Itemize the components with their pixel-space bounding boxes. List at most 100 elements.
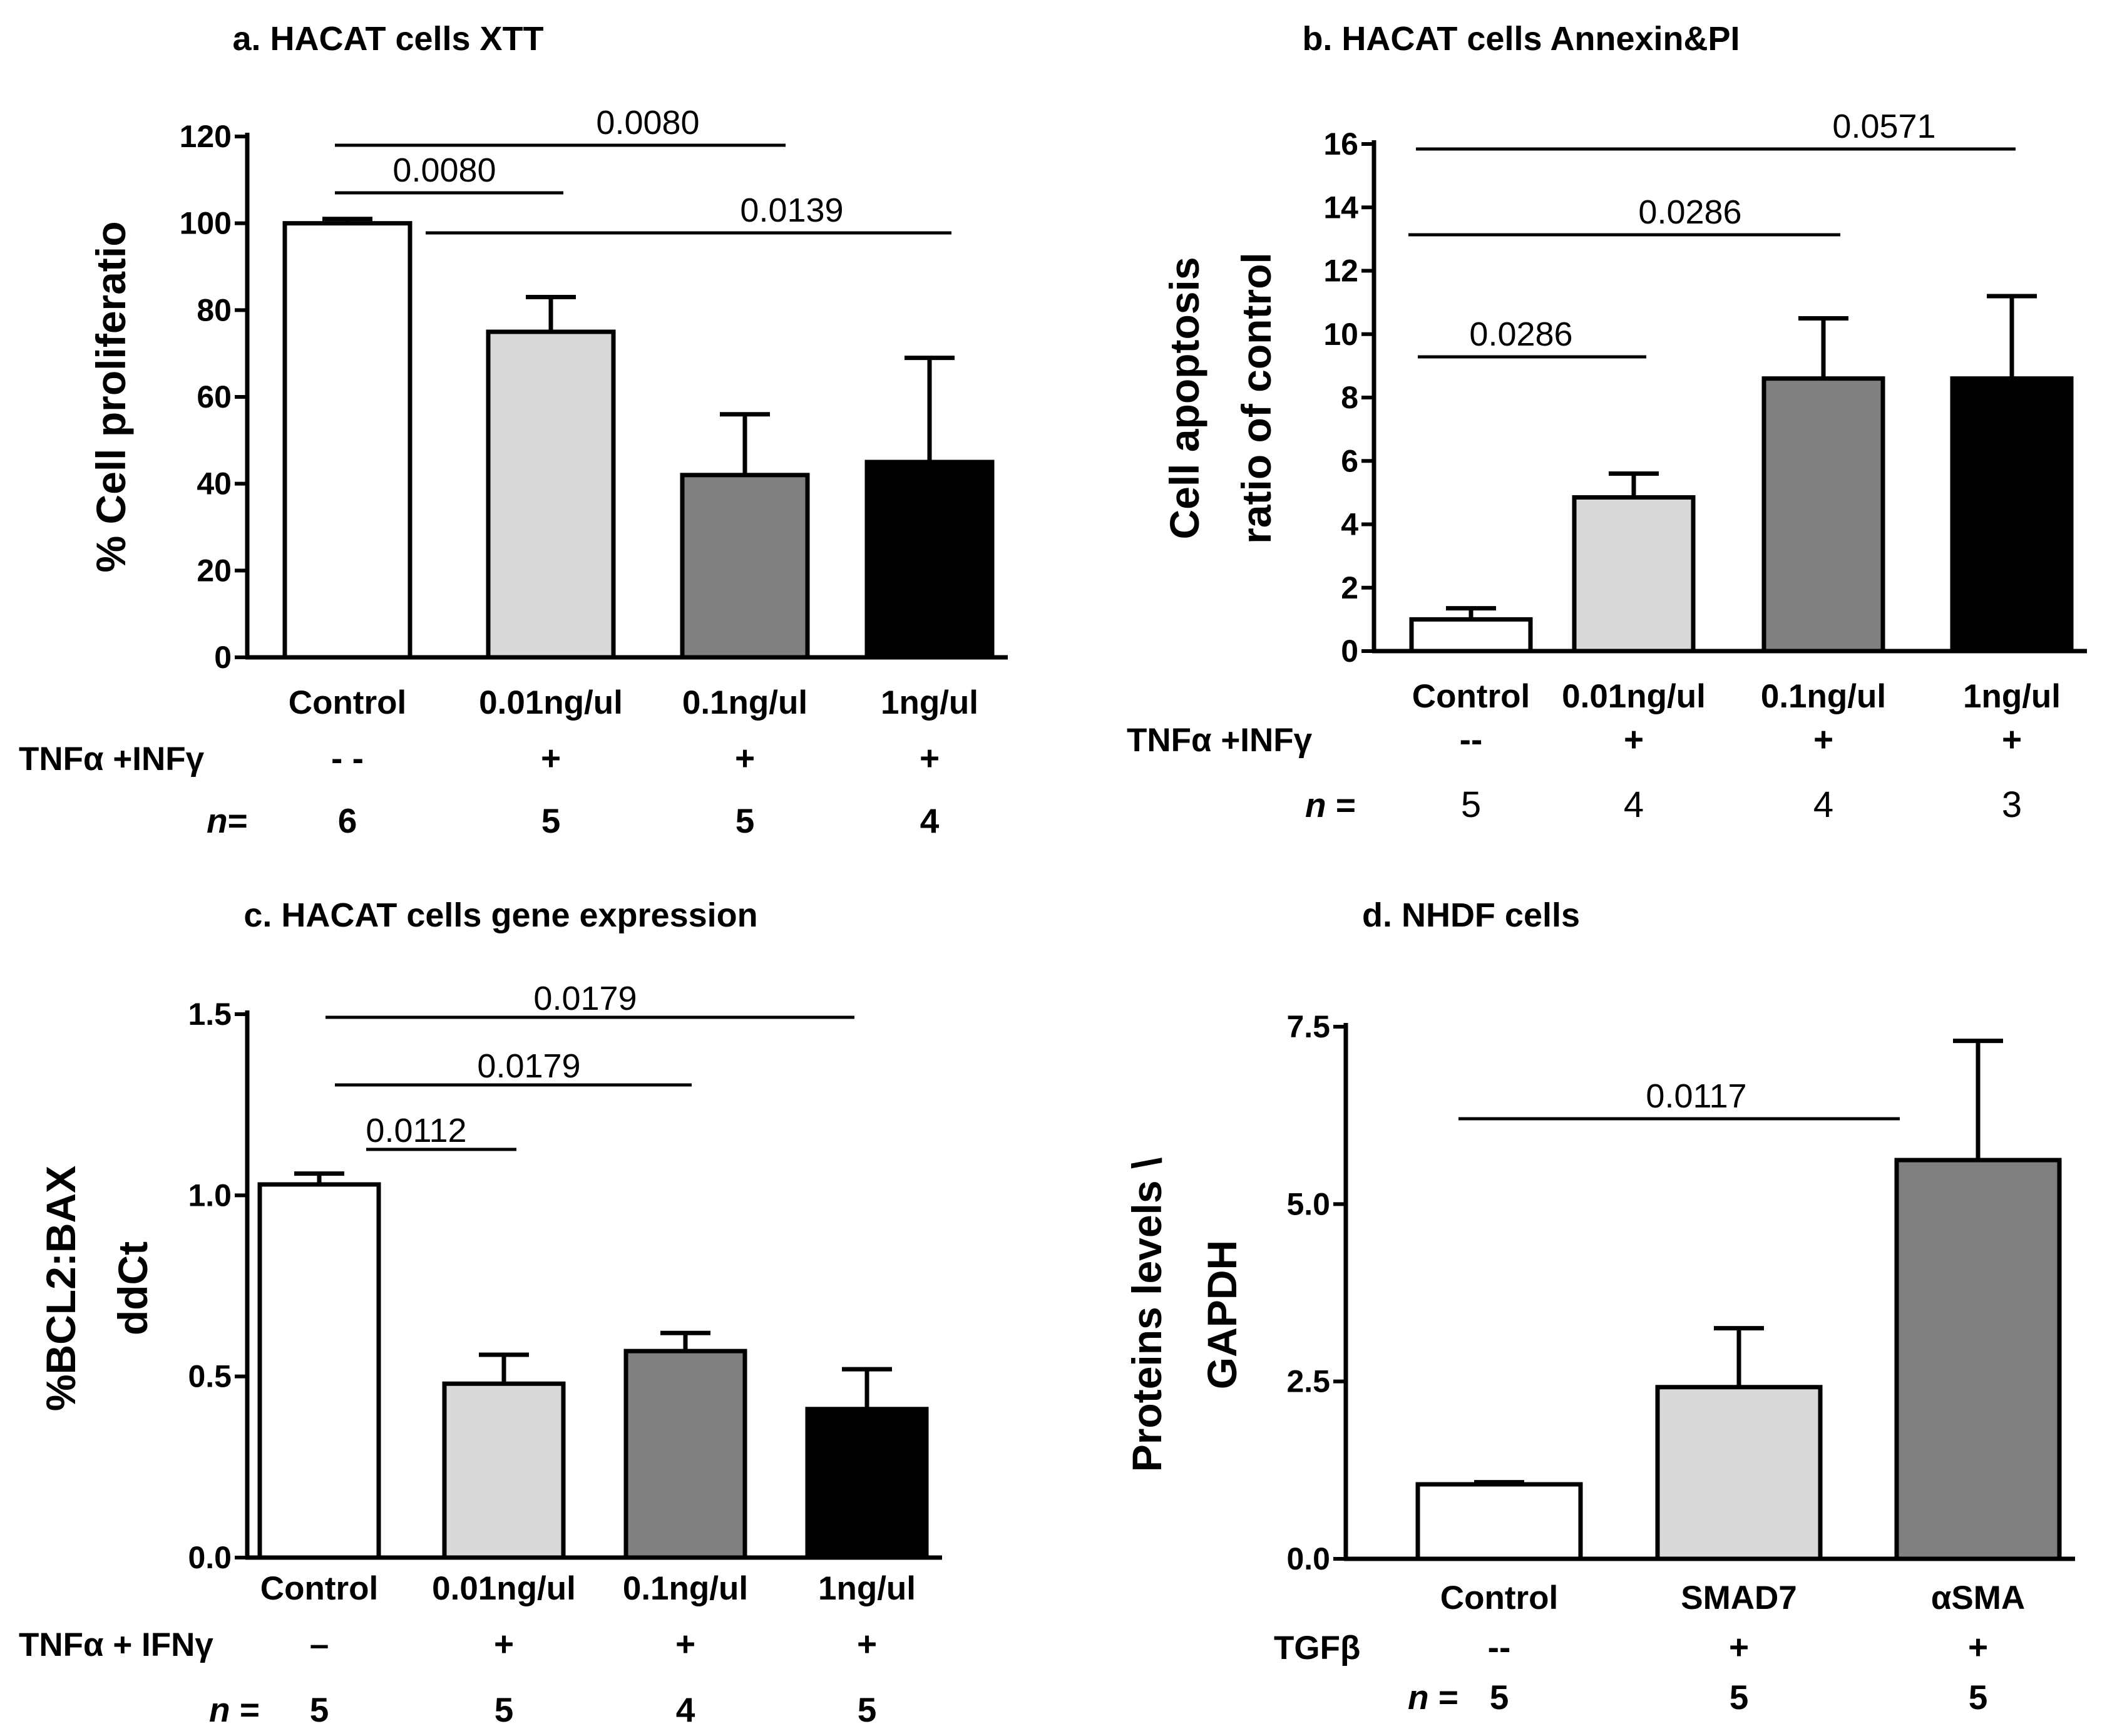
chart-panel-b: b. HACAT cells Annexin&PI Cell apoptosis r…	[1127, 20, 2087, 825]
chart-title: d. NHDF cells	[1362, 896, 1580, 934]
bar-3	[623, 1348, 747, 1560]
y-tick-label: 12	[1323, 254, 1358, 289]
n-value: 5	[1730, 1678, 1749, 1717]
treatment-row-label: TNFα +INFγ	[19, 741, 205, 778]
y-tick-label: 0.0	[1286, 1541, 1330, 1576]
n-symbol: n	[209, 1690, 230, 1729]
treatment-value: --	[1460, 720, 1483, 759]
n-value: 6	[338, 801, 357, 840]
n-value: 4	[676, 1690, 695, 1729]
y-axis-label: ratio of control	[1233, 252, 1279, 544]
x-tick-label: 0.1ng/ul	[682, 684, 807, 721]
p-value-label: 0.0139	[740, 192, 843, 229]
y-tick-label: 80	[197, 292, 232, 327]
x-tick-label: Control	[260, 1570, 378, 1607]
treatment-value: +	[920, 739, 940, 778]
treatment-value: --	[1488, 1628, 1511, 1667]
y-axis-label: Cell apoptosis	[1161, 257, 1207, 539]
x-tick-label: Control	[289, 684, 406, 721]
bar-4	[805, 1407, 929, 1560]
treatment-value: +	[1968, 1628, 1988, 1667]
n-equals: =	[1429, 1678, 1458, 1717]
bar-3	[1894, 1158, 2062, 1561]
x-tick-label: αSMA	[1931, 1579, 2025, 1616]
bar-1	[1415, 1482, 1583, 1561]
p-value-label: 0.0286	[1469, 316, 1572, 353]
y-tick-label: 4	[1341, 507, 1358, 542]
y-tick-label: 16	[1323, 126, 1358, 162]
p-value-label: 0.0179	[533, 980, 637, 1017]
chart-panel-d: d. NHDF cells Proteins levels \ GAPDH 0.0 2.…	[1124, 896, 2075, 1717]
x-tick-label: 0.01ng/ul	[479, 684, 623, 721]
y-tick-label: 0.5	[188, 1359, 232, 1394]
p-value-label: 0.0112	[366, 1112, 466, 1149]
n-row-label: n =	[1408, 1678, 1458, 1717]
chart-panel-a: a. HACAT cells XTT % Cell proliferatio 0 20…	[19, 20, 1008, 840]
p-value-label: 0.0080	[392, 152, 496, 189]
y-tick-label: 0.0	[188, 1540, 232, 1575]
n-row-label: n =	[1305, 786, 1356, 824]
n-equals: =	[230, 1690, 260, 1729]
y-axis-label: GAPDH	[1199, 1240, 1245, 1389]
treatment-value: +	[857, 1625, 877, 1663]
y-tick-label: 10	[1323, 317, 1358, 352]
bar-4	[1950, 376, 2074, 654]
y-tick-label: 8	[1341, 380, 1358, 415]
treatment-value: +	[2002, 720, 2022, 759]
treatment-row-label: TNFα + IFNγ	[19, 1626, 213, 1663]
y-tick-label: 120	[180, 119, 232, 154]
treatment-row-label: TGFβ	[1274, 1630, 1360, 1667]
x-tick-label: 0.1ng/ul	[1761, 678, 1886, 715]
y-tick-label: 1.5	[188, 997, 232, 1032]
p-value-label: 0.0080	[596, 104, 699, 141]
bar-2	[1572, 495, 1696, 654]
y-axis-label: ddCt	[110, 1241, 156, 1335]
bar-3	[1761, 376, 1885, 654]
bar-2	[442, 1381, 566, 1560]
p-value-label: 0.0179	[477, 1047, 580, 1085]
n-value: 5	[310, 1690, 329, 1729]
n-value: 5	[736, 801, 755, 840]
n-value: 5	[1490, 1678, 1509, 1717]
y-tick-label: 0	[214, 640, 232, 675]
x-tick-label: 1ng/ul	[1963, 678, 2061, 715]
y-axis-label: %BCL2:BAX	[38, 1166, 84, 1411]
chart-title: b. HACAT cells Annexin&PI	[1302, 20, 1740, 58]
x-tick-label: Control	[1412, 678, 1530, 715]
n-value: 4	[920, 801, 940, 840]
chart-title: a. HACAT cells XTT	[232, 20, 543, 58]
n-value: 5	[495, 1690, 514, 1729]
x-tick-label: 0.01ng/ul	[1562, 678, 1706, 715]
y-axis-label: Proteins levels \	[1124, 1158, 1170, 1472]
y-tick-label: 5.0	[1286, 1186, 1330, 1221]
x-tick-label: 0.1ng/ul	[623, 1570, 748, 1607]
n-symbol: n	[1408, 1678, 1429, 1717]
n-value: 5	[1461, 784, 1481, 825]
y-axis-label: % Cell proliferatio	[88, 221, 134, 572]
n-value: 5	[858, 1690, 877, 1729]
p-value-label: 0.0286	[1638, 193, 1741, 231]
x-tick-label: 0.01ng/ul	[432, 1570, 576, 1607]
treatment-value: +	[541, 739, 561, 778]
y-tick-label: 100	[180, 206, 232, 241]
treatment-value: +	[1729, 1628, 1749, 1667]
p-value-label: 0.0571	[1832, 108, 1935, 145]
treatment-value: +	[494, 1625, 514, 1663]
bar-3	[680, 473, 810, 660]
treatment-value: - -	[331, 739, 364, 778]
p-value-label: 0.0117	[1646, 1077, 1746, 1115]
chart-panel-c: c. HACAT cells gene expression %BCL2:BAX d…	[19, 896, 942, 1729]
n-value: 3	[2002, 784, 2022, 825]
bar-4	[864, 460, 995, 660]
bar-1	[282, 221, 413, 660]
n-row-label: n =	[209, 1690, 260, 1729]
y-tick-label: 0	[1341, 634, 1358, 669]
bar-1	[1409, 617, 1533, 654]
y-tick-label: 2	[1341, 570, 1358, 605]
y-tick-label: 14	[1323, 190, 1358, 225]
y-tick-label: 60	[197, 379, 232, 414]
treatment-row-label: TNFα +INFγ	[1127, 722, 1313, 759]
treatment-value: +	[1813, 720, 1833, 759]
x-tick-label: SMAD7	[1681, 1579, 1797, 1616]
bar-2	[1655, 1385, 1823, 1561]
